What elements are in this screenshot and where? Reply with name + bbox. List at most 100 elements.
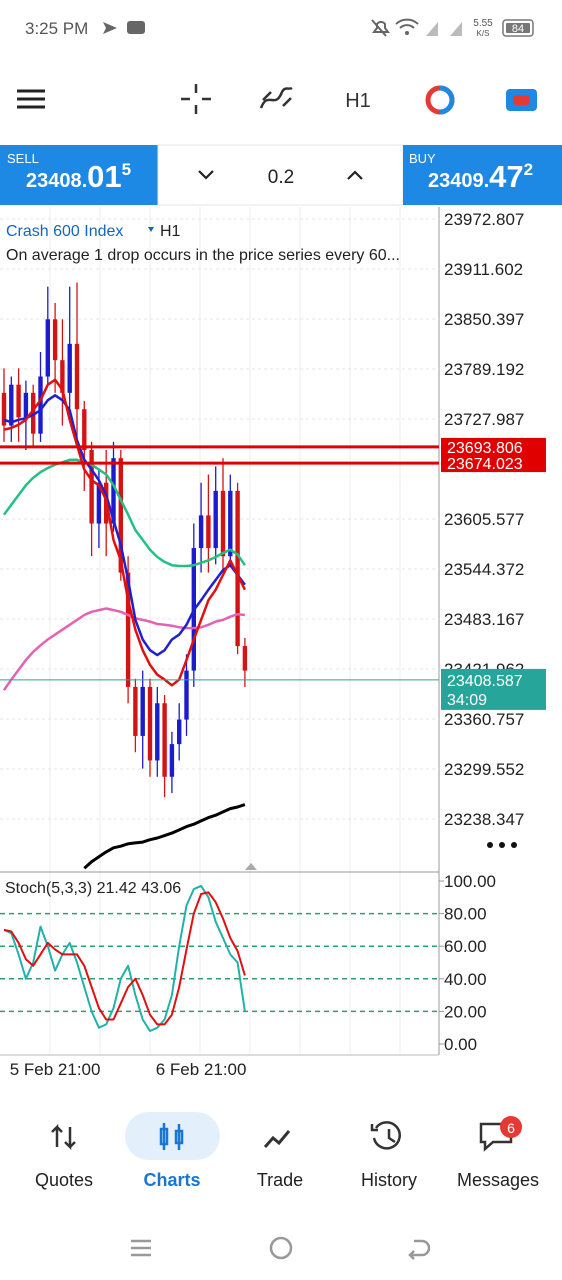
candle-body bbox=[45, 319, 50, 377]
candle-body bbox=[198, 515, 204, 549]
y-tick-label: 20.00 bbox=[444, 1002, 487, 1021]
candle-body bbox=[118, 458, 123, 573]
candle-body bbox=[60, 360, 65, 393]
candle-body bbox=[1, 392, 7, 426]
indicator-line bbox=[3, 378, 247, 687]
candle-body bbox=[242, 646, 248, 671]
candle-body bbox=[177, 719, 182, 745]
volume[interactable]: 0.2 bbox=[268, 167, 294, 188]
indicator-line bbox=[2, 458, 246, 568]
candle-body bbox=[96, 482, 102, 524]
bottom-nav: Quotes Charts Trade History Messages bbox=[35, 1170, 539, 1190]
indicator-title: Stoch(5,3,3) 21.42 43.06 bbox=[5, 880, 181, 897]
trade-button[interactable] bbox=[506, 89, 537, 111]
net-unit: K/S bbox=[477, 29, 490, 38]
candle-body bbox=[38, 376, 43, 434]
candle-body bbox=[16, 384, 21, 418]
y-tick-label: 23483.167 bbox=[444, 610, 524, 629]
candle-body bbox=[23, 392, 29, 418]
level-label-bg bbox=[441, 454, 546, 473]
candle-body bbox=[31, 392, 36, 434]
vertical-grid bbox=[49, 207, 401, 1055]
buy-price-head: 23409. bbox=[428, 170, 489, 192]
candle-body bbox=[74, 343, 80, 410]
battery bbox=[502, 19, 534, 37]
candle-body bbox=[228, 490, 233, 557]
y-tick-label: 60.00 bbox=[444, 937, 487, 956]
sell-price-big: 01 bbox=[87, 159, 121, 194]
nav-tab[interactable]: Trade bbox=[257, 1170, 303, 1190]
shift-marker bbox=[245, 863, 257, 870]
candle-body bbox=[169, 744, 175, 777]
buy-price-big: 47 bbox=[489, 159, 523, 194]
volume-down[interactable] bbox=[198, 170, 214, 180]
menu-button[interactable] bbox=[17, 89, 45, 109]
level-label: 23674.023 bbox=[447, 456, 523, 473]
timeframe-button[interactable]: H1 bbox=[345, 90, 371, 112]
battery-fill bbox=[506, 23, 530, 33]
buy-price: 23409.472 bbox=[428, 159, 533, 194]
sell-button[interactable] bbox=[0, 145, 158, 205]
objects-button[interactable] bbox=[425, 85, 455, 115]
y-tick-label: 23544.372 bbox=[444, 560, 524, 579]
indicators-button[interactable] bbox=[259, 86, 293, 109]
y-tick-label: 23850.397 bbox=[444, 310, 524, 329]
x-tick-label: 5 Feb 21:00 bbox=[10, 1060, 101, 1079]
candle-body bbox=[220, 490, 226, 557]
candle-body bbox=[89, 450, 94, 524]
y-tick-label: 23789.192 bbox=[444, 360, 524, 379]
crosshair-button[interactable] bbox=[181, 84, 211, 114]
active-tab-pill bbox=[125, 1112, 220, 1160]
y-tick-label: 0.00 bbox=[444, 1035, 477, 1054]
candle-body bbox=[67, 343, 72, 393]
sell-price: 23408.015 bbox=[26, 159, 131, 194]
indicator-line bbox=[83, 803, 246, 870]
bar-countdown: 34:09 bbox=[447, 692, 487, 709]
level-label-bg bbox=[441, 437, 546, 456]
y-tick-label: 40.00 bbox=[444, 970, 487, 989]
buy-price-sup: 2 bbox=[524, 160, 533, 179]
nav-tab[interactable]: History bbox=[361, 1170, 417, 1190]
candle-body bbox=[184, 670, 189, 720]
y-tick-label: 23972.807 bbox=[444, 210, 524, 229]
symbol-name[interactable]: Crash 600 Index bbox=[6, 223, 123, 240]
nav-tab[interactable]: Quotes bbox=[35, 1170, 93, 1190]
y-tick-label: 80.00 bbox=[444, 905, 487, 924]
y-tick-label: 23238.347 bbox=[444, 810, 524, 829]
net-speed: 5.55 bbox=[473, 18, 493, 29]
current-price-bg bbox=[441, 668, 546, 710]
symbol-dropdown[interactable] bbox=[148, 227, 154, 232]
status-icons bbox=[103, 18, 462, 37]
plot: 23972.807 23911.602 23850.397 23789.192 2372… bbox=[0, 210, 546, 1079]
level-label: 23693.806 bbox=[447, 440, 523, 457]
candle-body bbox=[111, 458, 116, 524]
volume-up[interactable] bbox=[347, 170, 363, 180]
y-tick-label: 100.00 bbox=[444, 872, 496, 891]
indicator-line bbox=[3, 394, 246, 657]
chart-timeframe: H1 bbox=[160, 223, 181, 240]
candle-body bbox=[235, 490, 240, 647]
status-time: 3:25 PM bbox=[25, 19, 88, 38]
system-nav bbox=[131, 1236, 431, 1260]
nav-tab[interactable]: Charts bbox=[143, 1170, 200, 1190]
candle-body bbox=[206, 515, 211, 549]
history-icon bbox=[370, 1121, 401, 1150]
badge-count: 6 bbox=[507, 1120, 515, 1136]
more-button[interactable] bbox=[487, 842, 517, 848]
y-tick-label: 23360.757 bbox=[444, 710, 524, 729]
sell-price-sup: 5 bbox=[122, 160, 131, 179]
chart-subtitle: On average 1 drop occurs in the price se… bbox=[6, 247, 400, 264]
buy-label: BUY bbox=[409, 151, 436, 166]
indicator-line bbox=[3, 891, 246, 1026]
indicator-line bbox=[2, 607, 246, 691]
y-tick-label: 23299.552 bbox=[444, 760, 524, 779]
nav-tab[interactable]: Messages bbox=[457, 1170, 539, 1190]
quotes-icon bbox=[51, 1123, 76, 1151]
candle-body bbox=[52, 319, 58, 361]
y-tick-label: 23911.602 bbox=[444, 260, 523, 279]
candle-body bbox=[9, 384, 14, 426]
buy-button[interactable] bbox=[403, 145, 562, 205]
sell-label: SELL bbox=[7, 151, 39, 166]
